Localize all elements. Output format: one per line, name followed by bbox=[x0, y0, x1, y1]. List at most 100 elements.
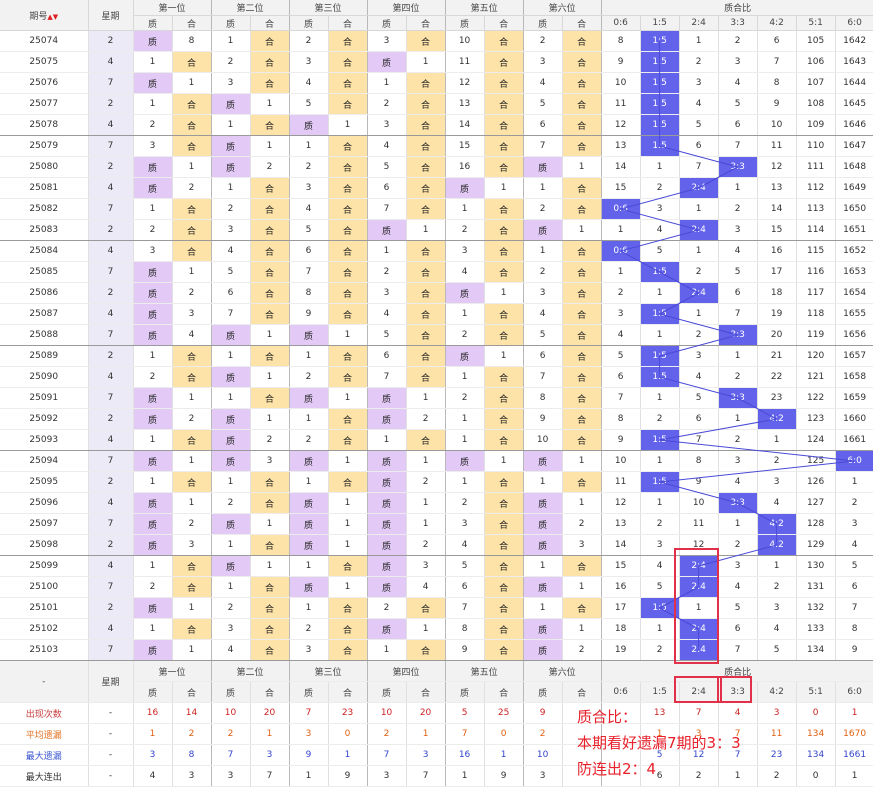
ratio-miss-cell: 7 bbox=[679, 156, 719, 178]
ratio-miss-cell: 6 bbox=[679, 135, 719, 157]
stat-row: 最大遗漏 -3 8 7 3 9 1 7 3 16 1 10 5 12 7 23 134 1661 bbox=[0, 744, 873, 766]
ratio-hit-cell: 1:5 bbox=[640, 93, 680, 115]
ratio-miss-cell: 8 bbox=[835, 618, 873, 640]
ratio-miss-cell: 4 bbox=[718, 576, 758, 598]
he-cell: 2 bbox=[172, 513, 212, 535]
zhi-cell: 质 bbox=[367, 618, 407, 640]
ratio-miss-cell: 7 bbox=[757, 51, 797, 73]
table-row: 25085 7 质 1 5 合 7 合 2 合 4 合 2 合 1 1:5 2 5 17 116 1653 bbox=[0, 261, 873, 283]
ratio-miss-cell: 115 bbox=[796, 240, 836, 262]
zhi-cell: 12 bbox=[445, 72, 485, 94]
he-cell: 合 bbox=[172, 219, 212, 241]
ratio-miss-cell: 1 bbox=[601, 261, 641, 283]
ratio-miss-cell: 123 bbox=[796, 408, 836, 430]
sort-arrows-icon[interactable]: ▲▼ bbox=[47, 12, 59, 21]
ratio-miss-cell: 3 bbox=[640, 534, 680, 556]
period-cell: 25083 bbox=[0, 219, 89, 241]
zhi-subheader: 质 bbox=[289, 15, 329, 31]
zhi-cell: 1 bbox=[445, 303, 485, 325]
ratio-miss-cell: 5 bbox=[718, 597, 758, 619]
he-cell: 合 bbox=[562, 597, 602, 619]
zhi-cell: 1 bbox=[367, 639, 407, 661]
he-cell: 合 bbox=[328, 93, 368, 115]
ratio-miss-cell: 131 bbox=[796, 576, 836, 598]
zhi-cell: 质 bbox=[289, 534, 329, 556]
he-cell: 合 bbox=[328, 72, 368, 94]
ratio-miss-cell: 2 bbox=[757, 576, 797, 598]
stat-row: 出现次数 -16 14 10 20 7 23 10 20 5 25 9 13 7 4 3 0 1 bbox=[0, 702, 873, 724]
he-cell: 合 bbox=[484, 240, 524, 262]
he-cell: 1 bbox=[406, 387, 446, 409]
he-cell: 合 bbox=[406, 324, 446, 346]
zhi-cell: 质 bbox=[133, 534, 173, 556]
period-cell: 25095 bbox=[0, 471, 89, 493]
weekday-cell: 7 bbox=[88, 513, 134, 535]
period-header[interactable]: 期号▲▼ bbox=[0, 0, 89, 31]
zhi-cell: 3 bbox=[367, 114, 407, 136]
ratio-hit-cell: 2:4 bbox=[679, 576, 719, 598]
he-cell: 合 bbox=[328, 555, 368, 577]
stat-value: 0 bbox=[484, 723, 524, 745]
weekday-cell: 2 bbox=[88, 534, 134, 556]
ratio-miss-cell: 12 bbox=[601, 114, 641, 136]
zhi-cell: 16 bbox=[445, 156, 485, 178]
he-cell: 2 bbox=[172, 408, 212, 430]
stat-row: 平均遗漏 -1 2 2 1 3 0 2 1 7 0 2 1 3 7 11 134 1670 bbox=[0, 723, 873, 745]
stat-value: 3 bbox=[133, 744, 173, 766]
stat-value: 3 bbox=[367, 765, 407, 787]
ratio-hit-cell: 2:4 bbox=[679, 177, 719, 199]
zhi-cell: 1 bbox=[289, 135, 329, 157]
ratio-miss-cell: 12 bbox=[679, 534, 719, 556]
zhi-cell: 1 bbox=[445, 198, 485, 220]
ratio-miss-cell: 3 bbox=[757, 597, 797, 619]
ratio-miss-cell: 10 bbox=[679, 492, 719, 514]
table-row: 25091 7 质 1 1 合质 1 质 1 2 合 8 合 7 1 5 3:3 23 122 1659 bbox=[0, 387, 873, 409]
zhi-cell: 1 bbox=[367, 429, 407, 451]
ratio-miss-cell: 19 bbox=[757, 303, 797, 325]
table-row: 25101 2 质 1 2 合 1 合 2 合 7 合 1 合 17 1:5 1 5 3 132 7 bbox=[0, 597, 873, 619]
zhi-cell: 3 bbox=[367, 282, 407, 304]
zhi-cell: 1 bbox=[289, 345, 329, 367]
ratio-miss-cell: 7 bbox=[718, 303, 758, 325]
stat-ratio-value: 11 bbox=[757, 723, 797, 745]
he-cell: 1 bbox=[172, 72, 212, 94]
ratio-miss-cell: 8 bbox=[757, 72, 797, 94]
zhi-cell: 质 bbox=[523, 450, 563, 472]
he-cell: 合 bbox=[250, 51, 290, 73]
he-cell: 合 bbox=[562, 408, 602, 430]
ratio-subheader: 6:0 bbox=[835, 15, 873, 31]
stat-ratio-value: 1670 bbox=[835, 723, 873, 745]
ratio-miss-cell: 5 bbox=[640, 576, 680, 598]
zhi-cell: 4 bbox=[289, 72, 329, 94]
he-cell: 合 bbox=[562, 72, 602, 94]
zhi-cell: 14 bbox=[445, 114, 485, 136]
ratio-miss-cell: 15 bbox=[601, 177, 641, 199]
ratio-miss-cell: 1646 bbox=[835, 114, 873, 136]
footer-zhi-subheader: 质 bbox=[211, 681, 251, 703]
he-cell: 合 bbox=[406, 93, 446, 115]
he-cell: 合 bbox=[484, 198, 524, 220]
he-subheader: 合 bbox=[328, 15, 368, 31]
stat-weekday: - bbox=[88, 723, 134, 745]
zhi-cell: 质 bbox=[367, 450, 407, 472]
he-cell: 2 bbox=[562, 639, 602, 661]
stat-value: 2 bbox=[211, 723, 251, 745]
he-cell: 合 bbox=[328, 471, 368, 493]
ratio-miss-cell: 1651 bbox=[835, 219, 873, 241]
zhi-cell: 质 bbox=[367, 408, 407, 430]
he-cell: 合 bbox=[562, 366, 602, 388]
zhi-cell: 质 bbox=[445, 345, 485, 367]
footer-he-subheader: 合 bbox=[562, 681, 602, 703]
zhi-cell: 3 bbox=[133, 240, 173, 262]
he-cell: 合 bbox=[328, 618, 368, 640]
stat-ratio-value: 1 bbox=[835, 765, 873, 787]
ratio-hit-cell: 2:4 bbox=[679, 282, 719, 304]
zhi-cell: 8 bbox=[445, 618, 485, 640]
he-cell: 合 bbox=[250, 282, 290, 304]
table-row: 25078 4 2 合 1 合质 1 3 合 14 合 6 合 12 1:5 5 6 10 109 1646 bbox=[0, 114, 873, 136]
stat-value: 3 bbox=[172, 765, 212, 787]
zhi-cell: 1 bbox=[133, 429, 173, 451]
stat-ratio-value: 2 bbox=[679, 765, 719, 787]
he-cell: 合 bbox=[250, 534, 290, 556]
he-cell: 合 bbox=[562, 177, 602, 199]
